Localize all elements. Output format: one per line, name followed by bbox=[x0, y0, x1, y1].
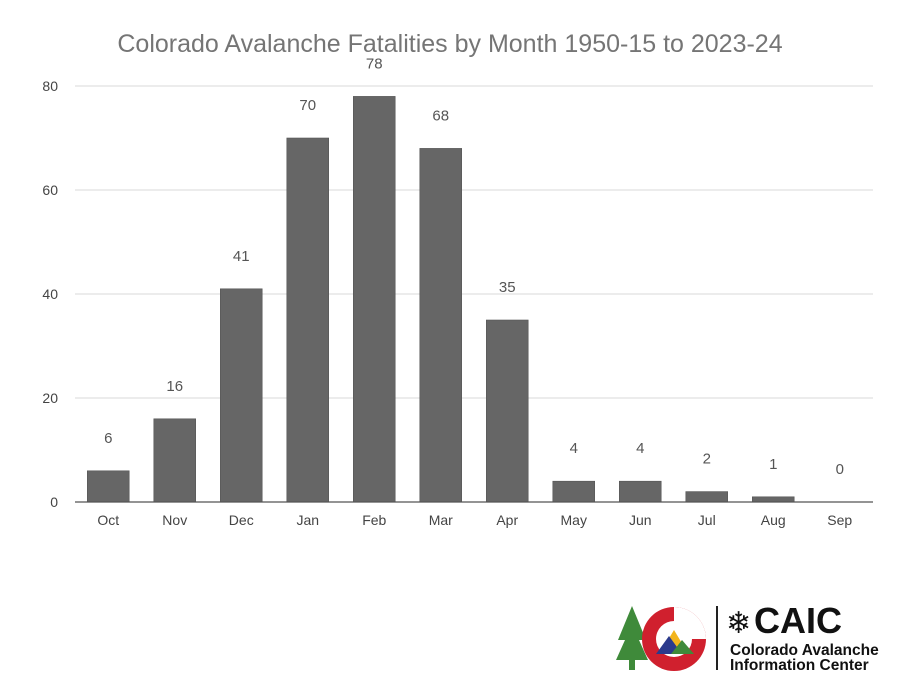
y-tick-label: 60 bbox=[42, 182, 58, 198]
data-label-feb: 78 bbox=[366, 55, 383, 72]
logo-divider bbox=[716, 606, 718, 670]
colorado-c-mountain-tree-icon bbox=[616, 606, 706, 671]
x-tick-label-nov: Nov bbox=[162, 512, 187, 528]
data-label-jul: 2 bbox=[703, 451, 711, 468]
caic-logo: ❄ CAIC Colorado Avalanche Information Ce… bbox=[608, 600, 900, 675]
x-tick-label-sep: Sep bbox=[827, 512, 852, 528]
x-tick-label-dec: Dec bbox=[229, 512, 254, 528]
data-label-jun: 4 bbox=[636, 440, 644, 457]
x-tick-label-jun: Jun bbox=[629, 512, 652, 528]
bar-oct bbox=[87, 470, 130, 503]
data-label-apr: 35 bbox=[499, 279, 516, 296]
x-tick-label-apr: Apr bbox=[496, 512, 518, 528]
x-tick-label-jul: Jul bbox=[698, 512, 716, 528]
y-axis-ticks: 0 20 40 60 80 bbox=[42, 78, 58, 510]
x-tick-label-feb: Feb bbox=[362, 512, 386, 528]
logo-name-line1: Colorado Avalanche bbox=[730, 642, 879, 659]
bar-jan bbox=[286, 137, 329, 503]
x-tick-label-may: May bbox=[561, 512, 587, 528]
gridlines bbox=[75, 85, 873, 399]
data-label-nov: 16 bbox=[166, 378, 183, 395]
data-label-jan: 70 bbox=[299, 97, 316, 114]
bar-nov bbox=[153, 418, 196, 503]
y-tick-label: 40 bbox=[42, 286, 58, 302]
bar-chart: Colorado Avalanche Fatalities by Month 1… bbox=[42, 30, 873, 528]
bar-aug bbox=[752, 496, 795, 503]
y-tick-label: 0 bbox=[50, 494, 58, 510]
data-label-oct: 6 bbox=[104, 430, 112, 447]
data-label-aug: 1 bbox=[769, 456, 777, 473]
data-label-may: 4 bbox=[570, 440, 578, 457]
snowflake-icon: ❄ bbox=[726, 607, 752, 640]
x-tick-label-oct: Oct bbox=[97, 512, 119, 528]
data-label-mar: 68 bbox=[432, 107, 449, 124]
x-axis-ticks: Oct Nov Dec Jan Feb Mar Apr May Jun Jul Aug Sep bbox=[97, 512, 852, 528]
y-tick-label: 20 bbox=[42, 390, 58, 406]
bar-jul bbox=[685, 491, 728, 503]
x-tick-label-mar: Mar bbox=[429, 512, 453, 528]
logo-acronym: CAIC bbox=[754, 600, 842, 641]
bar-mar bbox=[419, 148, 462, 503]
y-tick-label: 80 bbox=[42, 78, 58, 94]
bars bbox=[87, 96, 795, 503]
bar-dec bbox=[220, 288, 263, 503]
bar-apr bbox=[486, 319, 529, 503]
bar-may bbox=[552, 480, 595, 503]
x-tick-label-jan: Jan bbox=[296, 512, 319, 528]
data-label-dec: 41 bbox=[233, 248, 250, 265]
data-label-sep: 0 bbox=[836, 461, 844, 478]
logo-name-line2: Information Center bbox=[730, 657, 869, 674]
bar-jun bbox=[619, 480, 662, 503]
data-labels: 6 16 41 70 78 68 35 4 4 2 1 0 bbox=[104, 55, 844, 478]
chart-title: Colorado Avalanche Fatalities by Month 1… bbox=[117, 30, 782, 58]
bar-feb bbox=[353, 96, 396, 503]
x-tick-label-aug: Aug bbox=[761, 512, 786, 528]
